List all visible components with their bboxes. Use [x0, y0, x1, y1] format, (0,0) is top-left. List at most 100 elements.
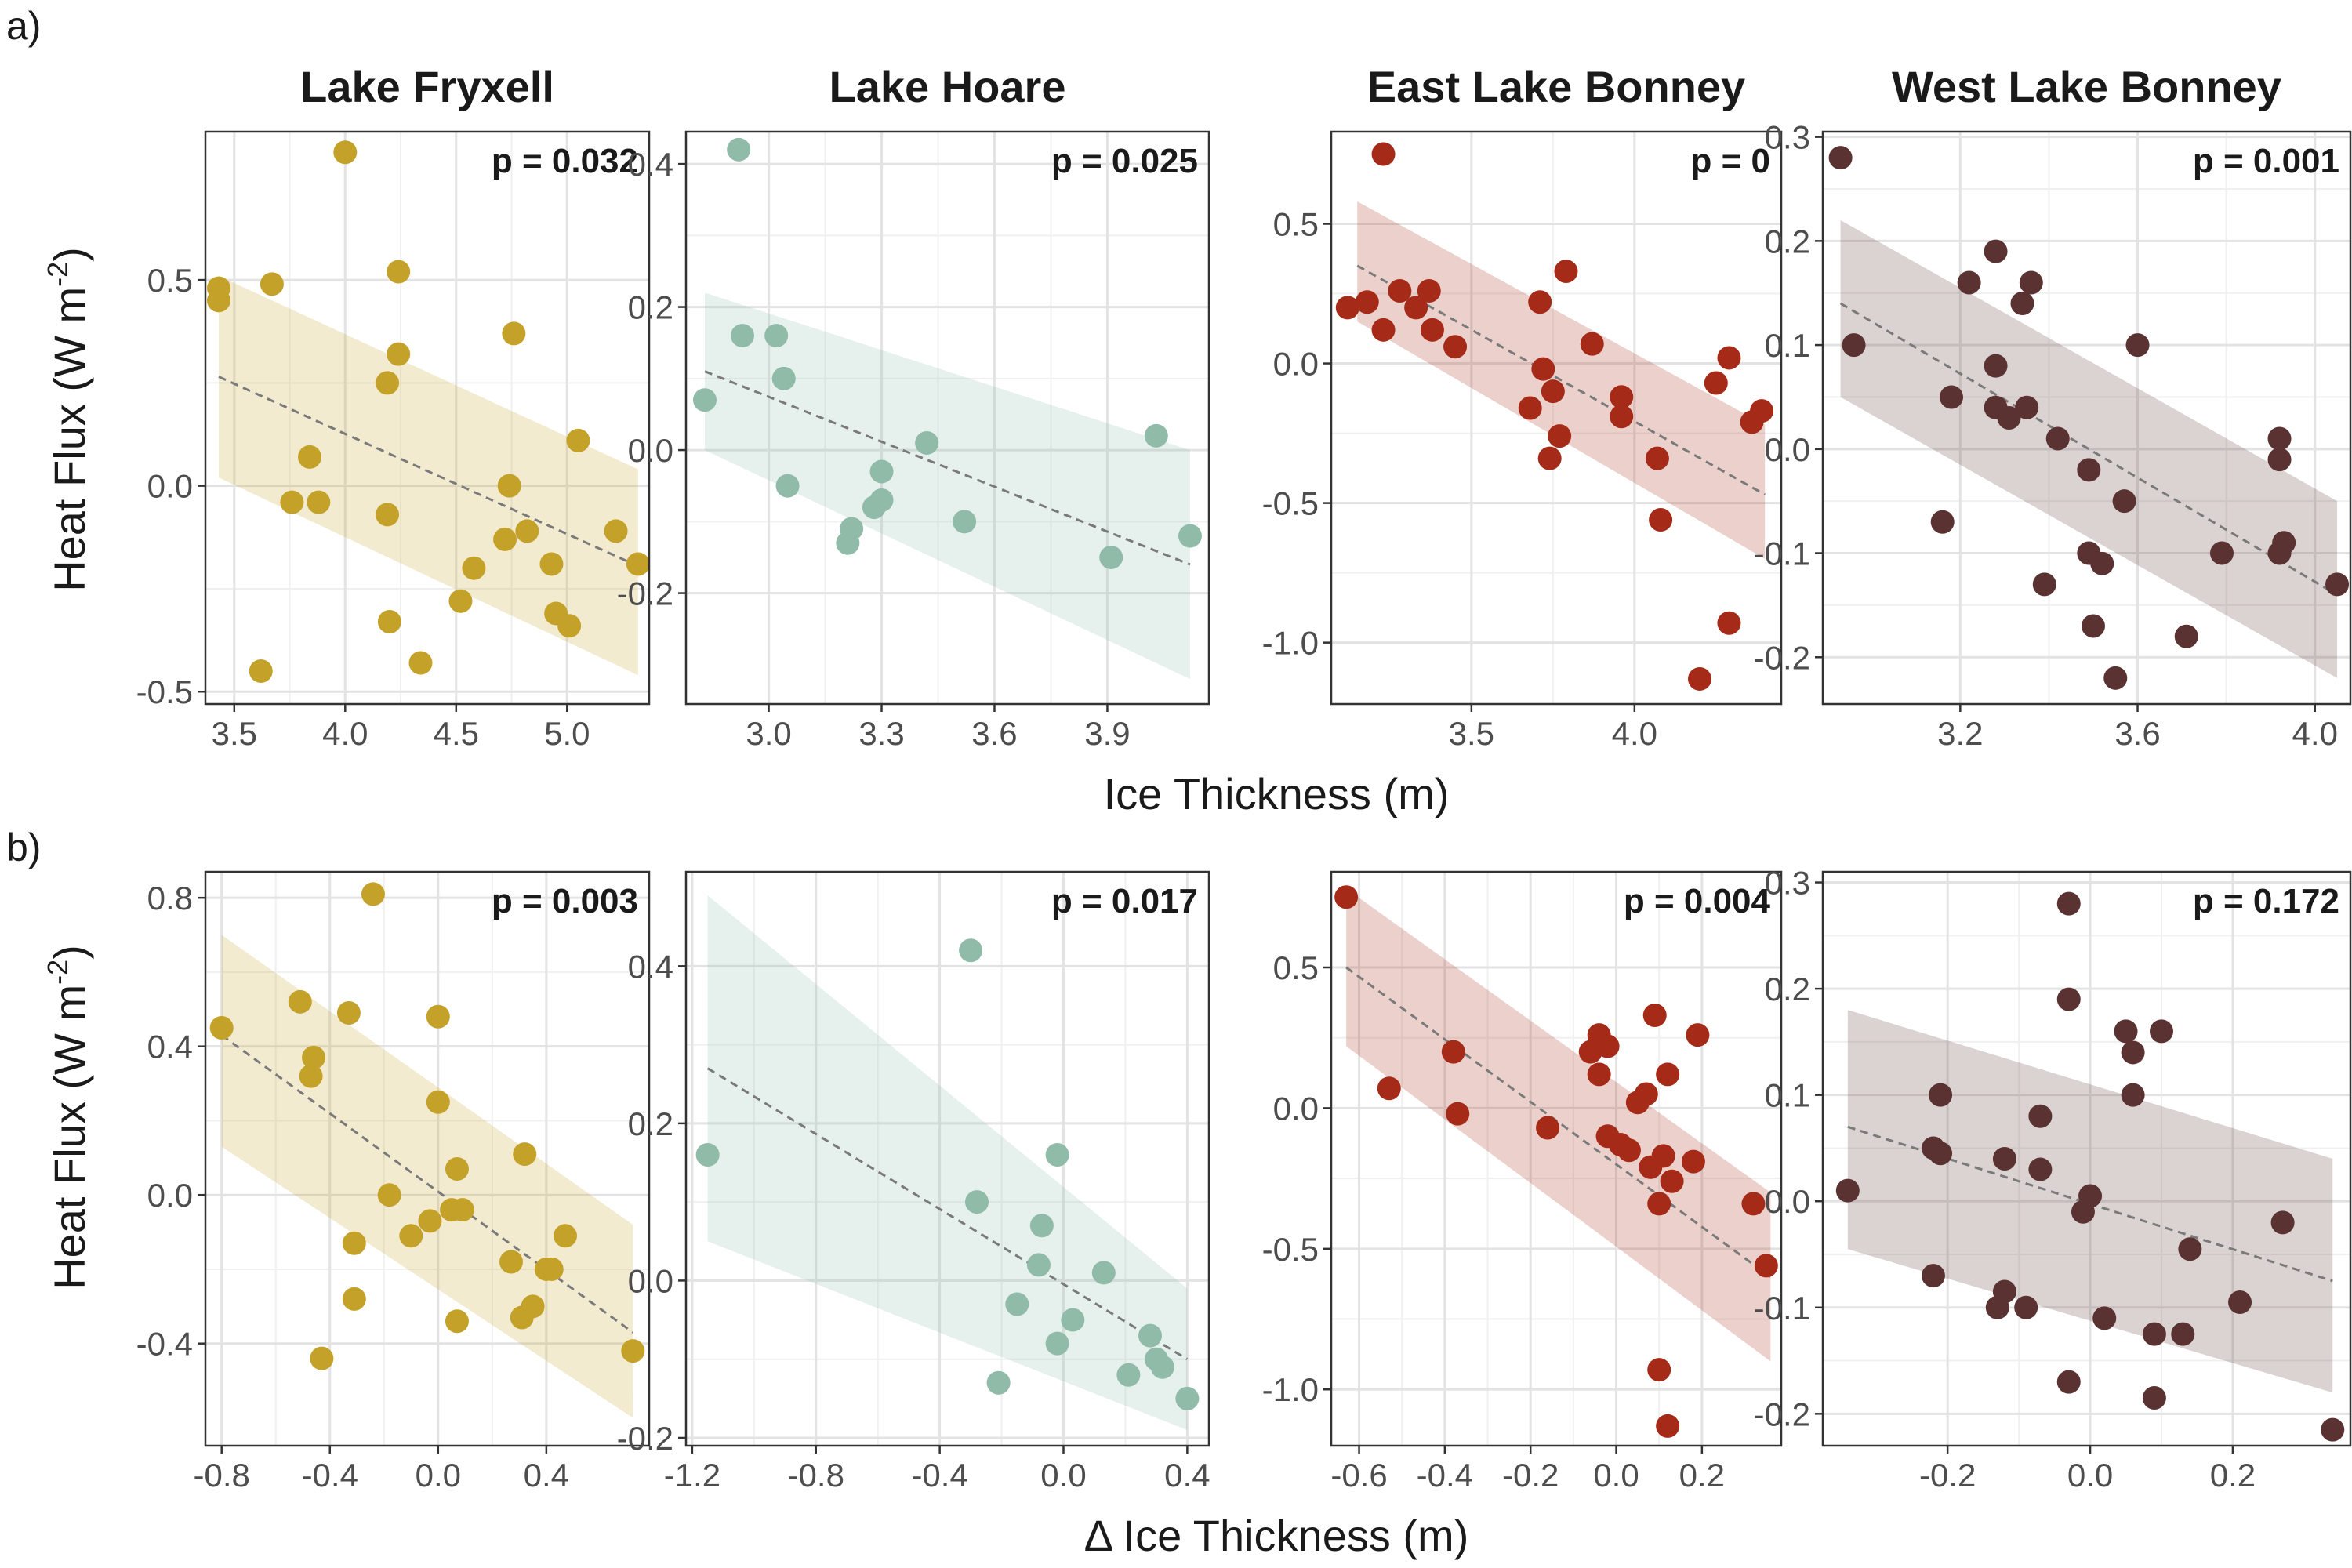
data-point — [399, 1224, 423, 1248]
data-point — [2121, 1083, 2145, 1107]
y-tick-label: 0.0 — [1273, 1090, 1319, 1127]
panel-title: West Lake Bonney — [1892, 62, 2281, 111]
panel-title: Lake Fryxell — [300, 62, 554, 111]
y-tick-label: 0.0 — [1765, 431, 1810, 468]
data-point — [1099, 545, 1123, 569]
y-tick-label: 0.3 — [1765, 119, 1810, 156]
panel-border — [1330, 130, 1783, 706]
data-point — [497, 474, 521, 498]
data-point — [621, 1339, 645, 1363]
data-point — [376, 503, 400, 527]
data-point — [310, 1346, 334, 1370]
y-tick-label: 0.5 — [1273, 949, 1319, 986]
data-point — [2014, 1295, 2038, 1319]
y-tick-label: -0.2 — [617, 575, 673, 612]
data-point — [1404, 296, 1428, 320]
data-point — [377, 1183, 401, 1207]
data-point — [513, 1142, 537, 1167]
p-value-label: p = 0.004 — [1624, 882, 1771, 920]
x-tick-label: -0.4 — [302, 1457, 358, 1494]
data-point — [1091, 1261, 1116, 1285]
p-value-label: p = 0.172 — [2193, 882, 2339, 920]
data-point — [1150, 1355, 1174, 1379]
data-point — [1446, 1102, 1470, 1126]
gridlines — [205, 132, 649, 704]
y-tick-label: 0.2 — [1765, 971, 1810, 1007]
data-point — [730, 324, 754, 348]
data-point — [1647, 1358, 1671, 1382]
panel-a-east-lake-bonney: 3.5 4.0 -1.0 -0.5 0.0 0.5 p = 0 East Lake Bonne… — [1262, 62, 1783, 752]
data-point — [604, 519, 628, 543]
trend-line — [706, 1067, 1189, 1360]
y-axis-label-b: Heat Flux (W m-2) — [42, 945, 94, 1290]
data-point — [1554, 260, 1578, 284]
data-points — [1335, 142, 1774, 691]
data-point — [1441, 1040, 1465, 1064]
data-point — [539, 1257, 564, 1281]
x-tick-label: 3.6 — [2114, 715, 2160, 752]
data-point — [249, 659, 273, 683]
data-point — [445, 1157, 469, 1181]
y-tick-label: 0.3 — [1765, 865, 1810, 902]
panel-a-lake-hoare: 3.0 3.3 3.6 3.9 -0.2 0.0 0.2 0.4 p = 0.025 Lake H… — [617, 62, 1210, 752]
y-tick-label: -0.1 — [1754, 535, 1810, 572]
data-point — [1045, 1331, 1069, 1356]
y-tick-label: 0.2 — [1765, 223, 1810, 260]
data-point — [1417, 278, 1441, 303]
data-point — [288, 989, 312, 1014]
data-point — [1537, 446, 1562, 470]
panel-background — [1823, 872, 2350, 1446]
data-point — [445, 1309, 469, 1334]
data-point — [2270, 1210, 2295, 1235]
confidence-band — [704, 292, 1191, 680]
y-tick-label: -0.2 — [1754, 639, 1810, 676]
y-tick-label: 0.4 — [628, 948, 673, 985]
data-point — [1647, 1192, 1671, 1216]
panel-border — [204, 870, 651, 1447]
data-point — [2114, 1019, 2138, 1044]
y-tick-label: -0.5 — [1262, 485, 1319, 522]
y-tick-label: -1.0 — [1262, 1371, 1319, 1408]
x-axis-label-a: Ice Thickness (m) — [1104, 769, 1450, 818]
data-point — [2045, 426, 2070, 451]
y-tick-label: 0.8 — [147, 880, 193, 916]
panel-border — [1330, 870, 1783, 1447]
data-point — [1377, 1076, 1401, 1101]
y-tick-label: 0.2 — [628, 289, 673, 326]
data-point — [2056, 1370, 2081, 1394]
data-point — [953, 510, 977, 534]
data-point — [499, 1250, 523, 1274]
data-point — [862, 495, 886, 520]
y-axis-label-a: Heat Flux (W m-2) — [42, 247, 94, 592]
data-point — [2019, 270, 2043, 295]
panel-title: Lake Hoare — [829, 62, 1066, 111]
data-point — [1704, 371, 1728, 395]
data-point — [1536, 1116, 1560, 1140]
data-point — [336, 1001, 361, 1025]
data-point — [1580, 332, 1604, 356]
data-point — [2267, 426, 2292, 451]
data-point — [1649, 507, 1673, 532]
data-point — [2142, 1322, 2166, 1346]
data-point — [771, 366, 796, 390]
panel-b-lake-fryxell: -0.8 -0.4 0.0 0.4 -0.4 0.0 0.4 0.8 p = 0.003 — [136, 870, 651, 1494]
data-point — [1026, 1253, 1051, 1277]
row-label-b: b) — [6, 826, 41, 869]
data-point — [280, 490, 304, 514]
data-point — [342, 1231, 366, 1255]
data-point — [2071, 1200, 2095, 1224]
x-tick-label: -1.2 — [664, 1457, 720, 1494]
y-tick-label: 0.5 — [1273, 206, 1319, 243]
x-tick-label: 0.4 — [1164, 1457, 1210, 1494]
data-points — [1835, 891, 2345, 1442]
y-tick-label: 0.0 — [1765, 1183, 1810, 1220]
data-point — [1029, 1214, 1054, 1238]
data-point — [1997, 406, 2021, 430]
data-point — [426, 1090, 450, 1114]
data-point — [1610, 385, 1634, 409]
y-tick-label: 0.1 — [1765, 327, 1810, 364]
data-point — [1741, 1192, 1766, 1216]
data-point — [557, 614, 582, 638]
data-point — [1984, 239, 2008, 263]
y-tick-label: -0.5 — [136, 673, 193, 710]
